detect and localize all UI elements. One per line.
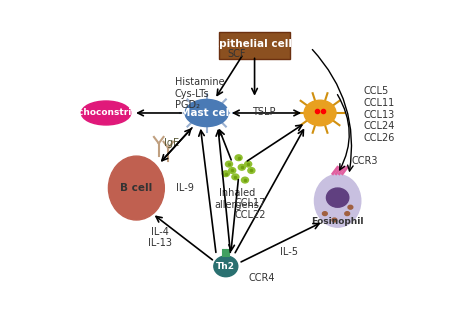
Ellipse shape [214, 256, 238, 277]
Text: IL-5: IL-5 [280, 247, 298, 257]
Text: Histamine
Cys-LTs
PGD₂: Histamine Cys-LTs PGD₂ [175, 77, 224, 110]
Text: CCR3: CCR3 [352, 156, 379, 166]
Ellipse shape [314, 175, 361, 227]
Text: CCR4: CCR4 [248, 273, 274, 283]
Ellipse shape [348, 205, 353, 209]
Ellipse shape [228, 168, 236, 173]
Text: IL-9: IL-9 [176, 183, 194, 193]
Ellipse shape [241, 177, 248, 183]
Ellipse shape [322, 212, 327, 215]
Text: CCL17
CCL22: CCL17 CCL22 [234, 198, 265, 220]
Text: SCF: SCF [228, 49, 246, 59]
Ellipse shape [245, 161, 252, 167]
FancyBboxPatch shape [219, 32, 290, 59]
Text: TSLP: TSLP [252, 107, 276, 117]
Ellipse shape [238, 164, 246, 170]
Text: Bronchoconstriction: Bronchoconstriction [55, 109, 157, 117]
Ellipse shape [235, 155, 242, 161]
Ellipse shape [304, 100, 336, 126]
Ellipse shape [109, 156, 164, 220]
Text: IL-4
IL-13: IL-4 IL-13 [148, 227, 173, 248]
Ellipse shape [327, 188, 349, 207]
Text: CCL5
CCL11
CCL13
CCL24
CCL26: CCL5 CCL11 CCL13 CCL24 CCL26 [363, 86, 394, 143]
Ellipse shape [345, 212, 350, 215]
Ellipse shape [332, 218, 337, 222]
Text: B cell: B cell [120, 183, 153, 193]
Text: IgE: IgE [164, 138, 179, 148]
Text: Epithelial cells: Epithelial cells [211, 39, 298, 49]
Ellipse shape [226, 161, 233, 167]
Ellipse shape [248, 168, 255, 173]
Text: Mast cell: Mast cell [180, 108, 233, 118]
Text: Th2: Th2 [216, 262, 235, 271]
Ellipse shape [185, 99, 228, 126]
Text: Eosinophil: Eosinophil [311, 217, 364, 226]
Text: Inhaled
allergens: Inhaled allergens [215, 188, 259, 210]
Ellipse shape [232, 174, 239, 180]
Ellipse shape [81, 101, 131, 125]
Ellipse shape [222, 171, 229, 176]
